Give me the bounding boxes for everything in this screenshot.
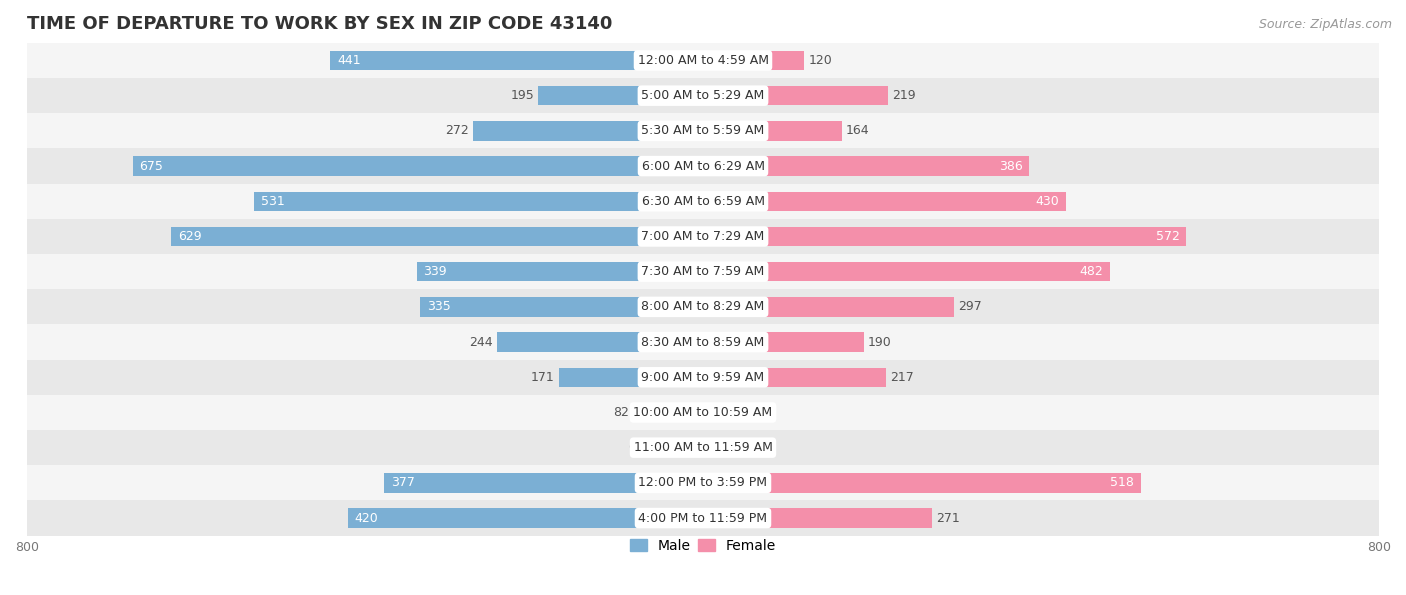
Bar — [703, 438, 733, 458]
Text: 12:00 PM to 3:59 PM: 12:00 PM to 3:59 PM — [638, 477, 768, 489]
Bar — [703, 403, 747, 422]
Bar — [703, 86, 889, 105]
Text: 5:30 AM to 5:59 AM: 5:30 AM to 5:59 AM — [641, 124, 765, 137]
Bar — [703, 473, 1140, 493]
Text: 171: 171 — [530, 371, 554, 384]
Text: 518: 518 — [1111, 477, 1135, 489]
Bar — [703, 51, 804, 70]
Text: 430: 430 — [1036, 195, 1060, 208]
Text: 272: 272 — [446, 124, 470, 137]
Text: 271: 271 — [936, 512, 960, 525]
Bar — [27, 149, 1379, 184]
Text: 164: 164 — [846, 124, 869, 137]
Bar — [634, 403, 703, 422]
Bar — [703, 192, 1066, 211]
Text: 8:30 AM to 8:59 AM: 8:30 AM to 8:59 AM — [641, 336, 765, 349]
Text: 219: 219 — [893, 89, 915, 102]
Bar — [27, 254, 1379, 289]
Text: 51: 51 — [751, 406, 766, 419]
Bar — [27, 465, 1379, 500]
Bar — [416, 262, 703, 281]
Bar — [330, 51, 703, 70]
Bar — [538, 86, 703, 105]
Text: 35: 35 — [737, 441, 752, 454]
Text: 190: 190 — [868, 336, 891, 349]
Text: 335: 335 — [426, 300, 450, 314]
Bar — [558, 368, 703, 387]
Text: 531: 531 — [262, 195, 285, 208]
Bar — [703, 368, 886, 387]
Bar — [703, 262, 1111, 281]
Bar — [27, 78, 1379, 113]
Text: 377: 377 — [391, 477, 415, 489]
Bar — [703, 508, 932, 528]
Text: 420: 420 — [354, 512, 378, 525]
Text: 441: 441 — [337, 54, 361, 67]
Bar — [420, 297, 703, 317]
Bar — [496, 333, 703, 352]
Text: 65: 65 — [628, 441, 644, 454]
Text: 572: 572 — [1156, 230, 1180, 243]
Bar — [27, 500, 1379, 536]
Text: 9:00 AM to 9:59 AM: 9:00 AM to 9:59 AM — [641, 371, 765, 384]
Legend: Male, Female: Male, Female — [624, 533, 782, 558]
Bar — [703, 297, 953, 317]
Text: 244: 244 — [470, 336, 492, 349]
Bar — [27, 430, 1379, 465]
Bar — [703, 333, 863, 352]
Text: 8:00 AM to 8:29 AM: 8:00 AM to 8:29 AM — [641, 300, 765, 314]
Text: 195: 195 — [510, 89, 534, 102]
Text: 5:00 AM to 5:29 AM: 5:00 AM to 5:29 AM — [641, 89, 765, 102]
Text: 6:30 AM to 6:59 AM: 6:30 AM to 6:59 AM — [641, 195, 765, 208]
Bar — [172, 227, 703, 246]
Bar — [474, 121, 703, 140]
Bar — [27, 359, 1379, 395]
Text: 7:00 AM to 7:29 AM: 7:00 AM to 7:29 AM — [641, 230, 765, 243]
Text: 297: 297 — [959, 300, 981, 314]
Text: 386: 386 — [998, 159, 1022, 173]
Bar — [27, 43, 1379, 78]
Text: 12:00 AM to 4:59 AM: 12:00 AM to 4:59 AM — [637, 54, 769, 67]
Bar — [254, 192, 703, 211]
Bar — [349, 508, 703, 528]
Text: TIME OF DEPARTURE TO WORK BY SEX IN ZIP CODE 43140: TIME OF DEPARTURE TO WORK BY SEX IN ZIP … — [27, 15, 613, 33]
Bar — [384, 473, 703, 493]
Bar — [703, 227, 1187, 246]
Bar — [27, 113, 1379, 149]
Text: 7:30 AM to 7:59 AM: 7:30 AM to 7:59 AM — [641, 265, 765, 278]
Bar — [27, 289, 1379, 324]
Bar — [648, 438, 703, 458]
Bar — [27, 395, 1379, 430]
Bar — [703, 121, 842, 140]
Text: Source: ZipAtlas.com: Source: ZipAtlas.com — [1258, 18, 1392, 31]
Text: 339: 339 — [423, 265, 447, 278]
Text: 675: 675 — [139, 159, 163, 173]
Bar — [27, 184, 1379, 219]
Text: 482: 482 — [1080, 265, 1104, 278]
Text: 120: 120 — [808, 54, 832, 67]
Text: 4:00 PM to 11:59 PM: 4:00 PM to 11:59 PM — [638, 512, 768, 525]
Text: 11:00 AM to 11:59 AM: 11:00 AM to 11:59 AM — [634, 441, 772, 454]
Text: 629: 629 — [179, 230, 202, 243]
Bar — [703, 156, 1029, 176]
Bar — [132, 156, 703, 176]
Text: 82: 82 — [613, 406, 630, 419]
Text: 6:00 AM to 6:29 AM: 6:00 AM to 6:29 AM — [641, 159, 765, 173]
Bar — [27, 219, 1379, 254]
Bar — [27, 324, 1379, 359]
Text: 10:00 AM to 10:59 AM: 10:00 AM to 10:59 AM — [634, 406, 772, 419]
Text: 217: 217 — [890, 371, 914, 384]
